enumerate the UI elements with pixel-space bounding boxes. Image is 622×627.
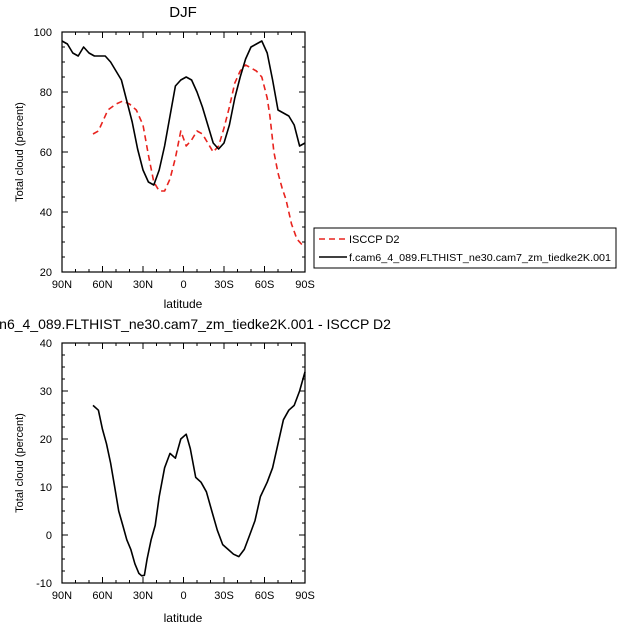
chart-title: DJF bbox=[169, 4, 197, 21]
y-tick-label: 0 bbox=[46, 530, 52, 542]
x-tick-label: 30N bbox=[133, 590, 153, 602]
x-tick-label: 60S bbox=[255, 590, 275, 602]
chart-title: n6_4_089.FLTHIST_ne30.cam7_zm_tiedke2K.0… bbox=[0, 316, 391, 332]
x-tick-label: 60N bbox=[92, 590, 112, 602]
x-tick-label: 90S bbox=[295, 590, 315, 602]
chart-panel-bottom: n6_4_089.FLTHIST_ne30.cam7_zm_tiedke2K.0… bbox=[0, 316, 391, 625]
legend-frame bbox=[313, 227, 617, 269]
plot-area-bottom bbox=[61, 342, 306, 584]
y-tick-label: 100 bbox=[34, 27, 52, 39]
y-tick-label: 80 bbox=[40, 87, 52, 99]
y-tick-label: -10 bbox=[36, 578, 52, 590]
x-tick-label: 30S bbox=[214, 590, 234, 602]
legend: ISCCP D2 f.cam6_4_089.FLTHIST_ne30.cam7_… bbox=[313, 227, 617, 269]
x-tick-label: 90S bbox=[295, 279, 315, 291]
y-tick-label: 40 bbox=[40, 338, 52, 350]
plot-frame bbox=[61, 31, 306, 273]
series-line-difference bbox=[92, 371, 306, 577]
y-axis-label: Total cloud (percent) bbox=[14, 102, 26, 202]
plot-area-top bbox=[61, 31, 306, 273]
x-tick-label: 90N bbox=[52, 279, 72, 291]
y-ticks-top: 20 40 60 80 100 bbox=[34, 27, 305, 279]
x-tick-label: 30S bbox=[214, 279, 234, 291]
series-line-f.cam6_4_089.flthist_ne30.cam7_zm_tiedke2k.001 bbox=[61, 40, 306, 186]
y-tick-label: 20 bbox=[40, 267, 52, 279]
x-tick-label: 60S bbox=[255, 279, 275, 291]
x-axis-label: latitude bbox=[164, 297, 203, 311]
y-tick-label: 30 bbox=[40, 386, 52, 398]
x-tick-label: 90N bbox=[52, 590, 72, 602]
y-tick-label: 20 bbox=[40, 434, 52, 446]
y-tick-label: 60 bbox=[40, 147, 52, 159]
legend-label-model: f.cam6_4_089.FLTHIST_ne30.cam7_zm_tiedke… bbox=[349, 253, 611, 264]
chart-panel-top: DJF 90N 60N 30N 0 30S 60S 90S 20 40 60 80 100 lati… bbox=[14, 4, 315, 311]
x-ticks-top: 90N 60N 30N 0 30S 60S 90S bbox=[52, 32, 315, 291]
y-tick-label: 10 bbox=[40, 482, 52, 494]
x-tick-label: 60N bbox=[92, 279, 112, 291]
y-tick-label: 40 bbox=[40, 207, 52, 219]
x-tick-label: 0 bbox=[180, 590, 186, 602]
x-tick-label: 0 bbox=[180, 279, 186, 291]
x-axis-label: latitude bbox=[164, 611, 203, 625]
y-ticks-bottom: -10 0 10 20 30 40 bbox=[36, 338, 305, 590]
plot-frame bbox=[61, 342, 306, 584]
x-tick-label: 30N bbox=[133, 279, 153, 291]
legend-label-isccp: ISCCP D2 bbox=[349, 234, 400, 246]
x-ticks-bottom: 90N 60N 30N 0 30S 60S 90S bbox=[52, 343, 315, 602]
y-axis-label: Total cloud (percent) bbox=[14, 413, 26, 513]
